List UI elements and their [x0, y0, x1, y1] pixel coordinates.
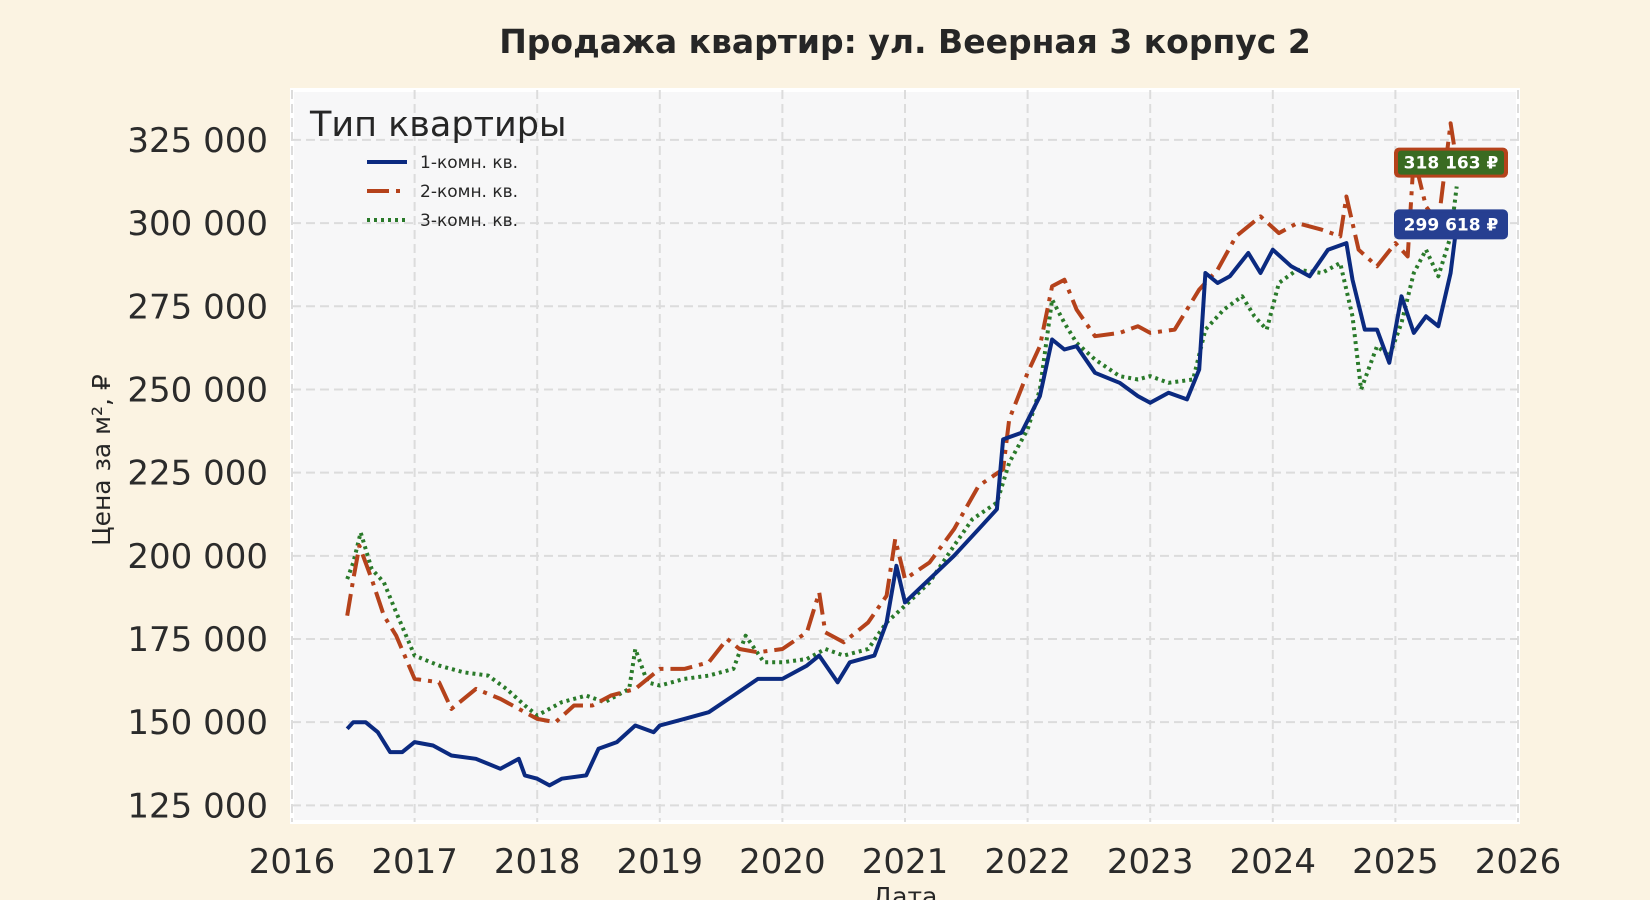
x-tick-label: 2025 — [1352, 842, 1439, 882]
x-tick-label: 2018 — [494, 842, 581, 882]
x-tick-label: 2021 — [862, 842, 949, 882]
y-axis-label: Цена за м², ₽ — [87, 374, 116, 546]
x-tick-label: 2022 — [984, 842, 1071, 882]
chart-title: Продажа квартир: ул. Веерная 3 корпус 2 — [499, 22, 1311, 61]
legend-label: 2-комн. кв. — [420, 182, 518, 202]
series-line-1 — [345, 224, 1459, 788]
y-axis-ticks: 125 000 150 000 175 000 200 000 225 000 250 0… — [127, 121, 268, 826]
x-tick-label: 2024 — [1230, 842, 1317, 882]
x-axis-ticks: 2016 2017 2018 2019 2020 2021 2022 2023 2024 2025… — [249, 842, 1562, 882]
badge-fill — [1398, 212, 1504, 237]
end-value-badge: 299 618 ₽ — [1394, 209, 1508, 240]
end-value-badge: 318 163 ₽ — [1394, 147, 1508, 178]
legend: Тип квартиры 1-комн. кв. 2-комн. кв. 3-ком… — [309, 105, 567, 231]
y-tick-label: 225 000 — [127, 454, 268, 494]
y-tick-label: 300 000 — [127, 204, 268, 244]
y-tick-label: 150 000 — [127, 703, 268, 743]
y-tick-label: 325 000 — [127, 121, 268, 161]
badge-label: 299 618 ₽ — [1404, 215, 1499, 235]
x-axis-label: Дата — [873, 882, 938, 900]
y-tick-label: 275 000 — [127, 287, 268, 327]
x-tick-label: 2019 — [617, 842, 704, 882]
series-lines — [345, 121, 1459, 788]
legend-label: 1-комн. кв. — [420, 153, 518, 173]
y-tick-label: 250 000 — [127, 370, 268, 410]
grid-lines — [291, 90, 1519, 822]
badge-label: 318 163 ₽ — [1404, 154, 1499, 174]
series-line-3 — [345, 186, 1459, 718]
x-tick-label: 2020 — [739, 842, 826, 882]
x-tick-label: 2026 — [1475, 842, 1562, 882]
legend-label: 3-комн. кв. — [420, 211, 518, 231]
y-tick-label: 125 000 — [127, 786, 268, 826]
legend-title: Тип квартиры — [309, 105, 567, 145]
badge-fill — [1398, 150, 1504, 175]
x-tick-label: 2023 — [1107, 842, 1194, 882]
y-tick-label: 175 000 — [127, 620, 268, 660]
y-tick-label: 200 000 — [127, 537, 268, 577]
x-tick-label: 2016 — [249, 842, 336, 882]
x-tick-label: 2017 — [371, 842, 458, 882]
end-value-badges: 318 163 ₽ 299 618 ₽ — [1394, 147, 1508, 240]
